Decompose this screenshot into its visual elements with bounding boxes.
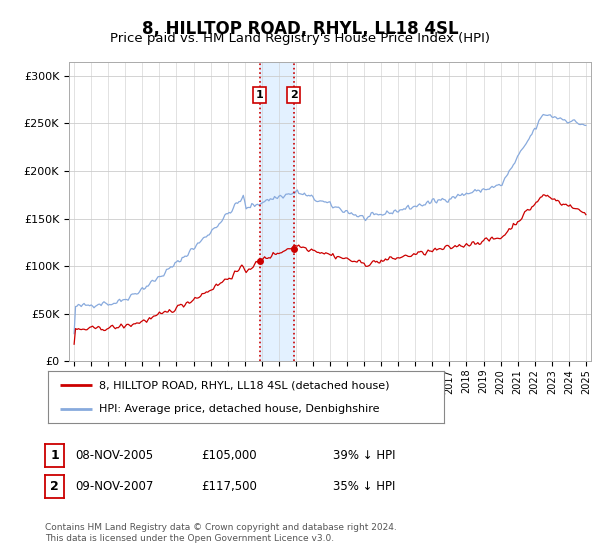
Text: 39% ↓ HPI: 39% ↓ HPI <box>333 449 395 462</box>
Text: 8, HILLTOP ROAD, RHYL, LL18 4SL: 8, HILLTOP ROAD, RHYL, LL18 4SL <box>142 20 458 38</box>
Text: 35% ↓ HPI: 35% ↓ HPI <box>333 480 395 493</box>
Text: Contains HM Land Registry data © Crown copyright and database right 2024.: Contains HM Land Registry data © Crown c… <box>45 523 397 532</box>
Text: HPI: Average price, detached house, Denbighshire: HPI: Average price, detached house, Denb… <box>100 404 380 414</box>
Text: 8, HILLTOP ROAD, RHYL, LL18 4SL (detached house): 8, HILLTOP ROAD, RHYL, LL18 4SL (detache… <box>100 380 390 390</box>
Text: £105,000: £105,000 <box>201 449 257 462</box>
Text: 09-NOV-2007: 09-NOV-2007 <box>75 480 154 493</box>
Text: 1: 1 <box>50 449 59 462</box>
Text: 2: 2 <box>290 90 298 100</box>
Text: 2: 2 <box>50 480 59 493</box>
Bar <box>260 62 293 361</box>
Text: £117,500: £117,500 <box>201 480 257 493</box>
Text: Price paid vs. HM Land Registry's House Price Index (HPI): Price paid vs. HM Land Registry's House … <box>110 32 490 45</box>
Text: 08-NOV-2005: 08-NOV-2005 <box>75 449 153 462</box>
Text: This data is licensed under the Open Government Licence v3.0.: This data is licensed under the Open Gov… <box>45 534 334 543</box>
Text: 1: 1 <box>256 90 263 100</box>
